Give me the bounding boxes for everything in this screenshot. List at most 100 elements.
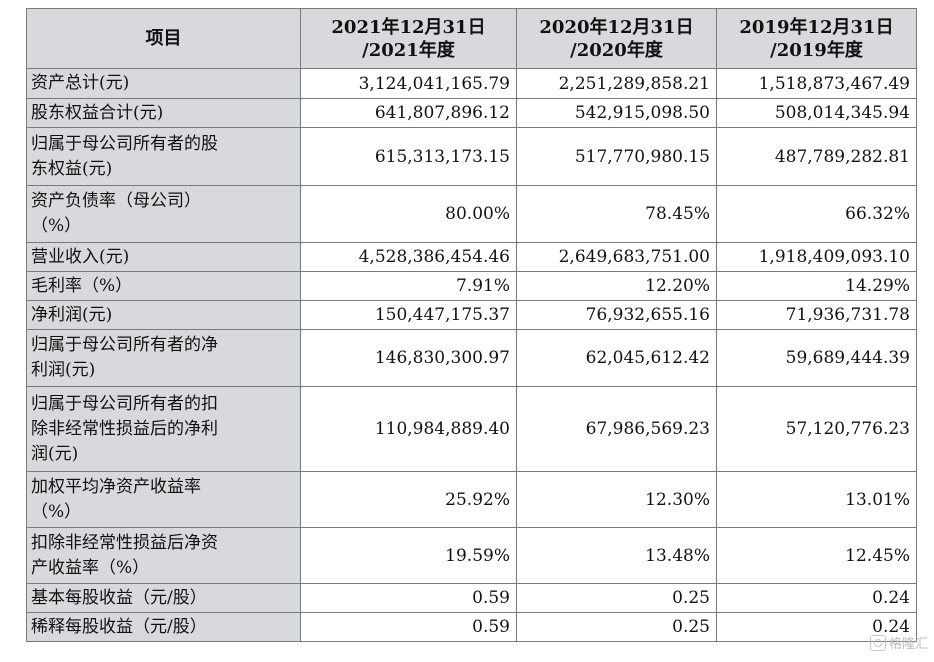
row-label-line: 归属于母公司所有者的扣 [31, 393, 218, 414]
row-label-line: 归属于母公司所有者的股 [31, 133, 218, 154]
header-2019: 2019年12月31日/2019年度 [716, 8, 917, 69]
row-label-line: 毛利率（%） [31, 275, 133, 296]
value-cell: 517,770,980.15 [516, 127, 717, 186]
value-cell: 12.30% [516, 471, 717, 528]
value-cell: 1,918,409,093.10 [716, 242, 917, 272]
value-cell: 508,014,345.94 [716, 98, 917, 128]
value-cell: 2,649,683,751.00 [516, 242, 717, 272]
table-row: 营业收入(元) 4,528,386,454.46 2,649,683,751.00 1… [26, 242, 917, 272]
watermark-text: 格隆汇 [888, 637, 928, 652]
value-cell: 78.45% [516, 185, 717, 243]
value-cell: 4,528,386,454.46 [300, 242, 517, 272]
watermark: 格隆汇 [869, 633, 928, 652]
value-cell: 13.48% [516, 527, 717, 584]
row-label: 基本每股收益（元/股） [26, 583, 301, 613]
row-label-line: （%） [31, 216, 82, 236]
value-cell: 71,936,731.78 [716, 300, 917, 330]
value-cell: 12.20% [516, 271, 717, 301]
row-label: 股东权益合计(元) [26, 98, 301, 128]
table-row: 归属于母公司所有者的净 利润(元) 146,830,300.97 62,045,612… [26, 329, 917, 387]
row-label-line: 归属于母公司所有者的净 [31, 335, 218, 355]
row-label: 归属于母公司所有者的扣 除非经常性损益后的净利 润(元) [26, 386, 301, 472]
table-row: 稀释每股收益（元/股） 0.59 0.25 0.24 [26, 612, 917, 642]
table-row: 基本每股收益（元/股） 0.59 0.25 0.24 [26, 583, 917, 613]
value-cell: 62,045,612.42 [516, 329, 717, 387]
row-label-line: 产收益率（%） [31, 557, 150, 578]
value-cell: 59,689,444.39 [716, 329, 917, 387]
value-cell: 487,789,282.81 [716, 127, 917, 186]
table-row: 归属于母公司所有者的股 东权益(元) 615,313,173.15 517,770,9… [26, 127, 917, 186]
value-cell: 641,807,896.12 [300, 98, 517, 128]
header-line: 2020年12月31日 [539, 16, 694, 38]
value-cell: 66.32% [716, 185, 917, 243]
row-label: 资产负债率（母公司） （%） [26, 185, 301, 243]
header-2021: 2021年12月31日/2021年度 [300, 8, 517, 69]
value-cell: 67,986,569.23 [516, 386, 717, 472]
value-cell: 110,984,889.40 [300, 386, 517, 472]
table-row: 扣除非经常性损益后净资 产收益率（%） 19.59% 13.48% 12.45% [26, 527, 917, 584]
row-label-line: 扣除非经常性损益后净资 [31, 532, 218, 553]
value-cell: 0.25 [516, 583, 717, 613]
header-line: /2020年度 [570, 39, 663, 61]
row-label-line: （%） [31, 501, 82, 522]
value-cell: 25.92% [300, 471, 517, 528]
table-body: 资产总计(元) 3,124,041,165.79 2,251,289,858.21 1… [26, 68, 917, 642]
value-cell: 542,915,098.50 [516, 98, 717, 128]
header-item: 项目 [26, 8, 301, 69]
value-cell: 14.29% [716, 271, 917, 301]
row-label: 毛利率（%） [26, 271, 301, 301]
row-label-line: 利润(元) [31, 360, 96, 380]
value-cell: 1,518,873,467.49 [716, 68, 917, 99]
row-label-line: 基本每股收益（元/股） [31, 587, 207, 608]
value-cell: 150,447,175.37 [300, 300, 517, 330]
value-cell: 12.45% [716, 527, 917, 584]
row-label-line: 加权平均净资产收益率 [31, 476, 201, 497]
row-label-line: 除非经常性损益后的净利 [31, 418, 218, 439]
table-header-row: 项目 2021年12月31日/2021年度 2020年12月31日/2020年度… [26, 8, 917, 69]
value-cell: 13.01% [716, 471, 917, 528]
value-cell: 19.59% [300, 527, 517, 584]
value-cell: 0.25 [516, 612, 717, 642]
table-row: 净利润(元) 150,447,175.37 76,932,655.16 71,936,… [26, 300, 917, 330]
value-cell: 2,251,289,858.21 [516, 68, 717, 99]
table-row: 归属于母公司所有者的扣 除非经常性损益后的净利 润(元) 110,984,889.40… [26, 386, 917, 472]
value-cell: 0.59 [300, 612, 517, 642]
table-row: 资产总计(元) 3,124,041,165.79 2,251,289,858.21 1… [26, 68, 917, 99]
row-label: 稀释每股收益（元/股） [26, 612, 301, 642]
financial-summary-table-container: 项目 2021年12月31日/2021年度 2020年12月31日/2020年度… [26, 8, 917, 642]
value-cell: 80.00% [300, 185, 517, 243]
row-label: 加权平均净资产收益率 （%） [26, 471, 301, 528]
table-row: 加权平均净资产收益率 （%） 25.92% 12.30% 13.01% [26, 471, 917, 528]
row-label-line: 资产负债率（母公司） [31, 191, 201, 211]
value-cell: 0.59 [300, 583, 517, 613]
table-row: 资产负债率（母公司） （%） 80.00% 78.45% 66.32% [26, 185, 917, 243]
value-cell: 0.24 [716, 612, 917, 642]
row-label: 扣除非经常性损益后净资 产收益率（%） [26, 527, 301, 584]
header-line: 项目 [145, 28, 182, 49]
table-row: 毛利率（%） 7.91% 12.20% 14.29% [26, 271, 917, 301]
row-label: 净利润(元) [26, 300, 301, 330]
row-label-line: 营业收入(元) [31, 246, 130, 267]
row-label-line: 净利润(元) [31, 304, 113, 325]
value-cell: 615,313,173.15 [300, 127, 517, 186]
row-label: 营业收入(元) [26, 242, 301, 272]
value-cell: 57,120,776.23 [716, 386, 917, 472]
gelonghui-logo-icon [869, 634, 886, 651]
row-label: 归属于母公司所有者的净 利润(元) [26, 329, 301, 387]
table-row: 股东权益合计(元) 641,807,896.12 542,915,098.50 508… [26, 98, 917, 128]
row-label: 资产总计(元) [26, 68, 301, 99]
header-line: 2021年12月31日 [331, 16, 486, 38]
row-label-line: 股东权益合计(元) [31, 102, 164, 123]
value-cell: 0.24 [716, 583, 917, 613]
row-label-line: 稀释每股收益（元/股） [31, 616, 207, 637]
value-cell: 7.91% [300, 271, 517, 301]
value-cell: 3,124,041,165.79 [300, 68, 517, 99]
financial-summary-table: 项目 2021年12月31日/2021年度 2020年12月31日/2020年度… [26, 8, 917, 642]
header-2020: 2020年12月31日/2020年度 [516, 8, 717, 69]
value-cell: 146,830,300.97 [300, 329, 517, 387]
row-label-line: 资产总计(元) [31, 73, 130, 93]
header-line: /2021年度 [362, 39, 455, 61]
value-cell: 76,932,655.16 [516, 300, 717, 330]
row-label-line: 东权益(元) [31, 158, 113, 179]
row-label: 归属于母公司所有者的股 东权益(元) [26, 127, 301, 186]
